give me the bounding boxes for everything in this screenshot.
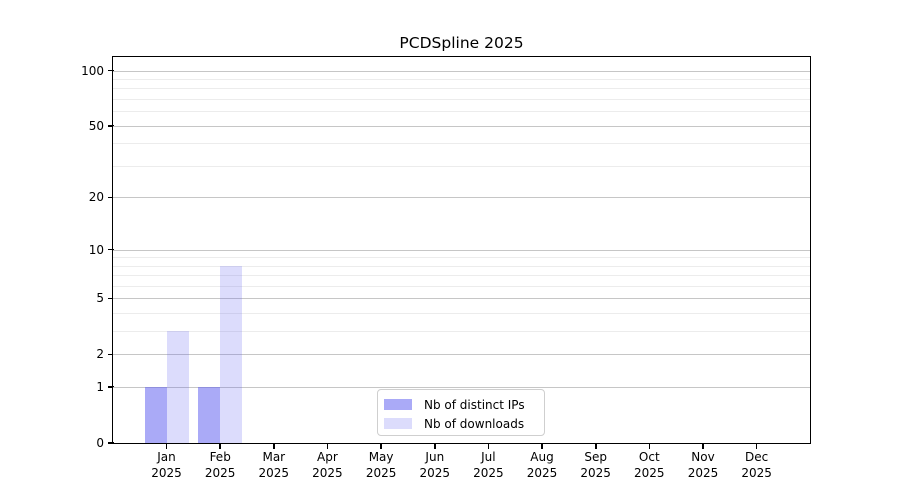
plot-area: [113, 57, 810, 443]
x-tick-mark: [380, 444, 382, 449]
x-tick-month: Sep: [584, 450, 607, 464]
bar-downloads: [166, 331, 189, 443]
y-tick-mark: [107, 297, 114, 300]
x-tick-year: 2025: [151, 465, 182, 480]
x-tick-month: Dec: [744, 450, 769, 464]
x-tick-mark: [487, 444, 490, 449]
chart-title: PCDSpline 2025: [399, 34, 524, 52]
x-tick-label: Apr 2025: [295, 450, 359, 481]
x-tick-month: Nov: [691, 450, 715, 464]
x-tick-mark: [434, 444, 436, 449]
x-tick-month: Feb: [209, 450, 231, 464]
y-tick-label: 5: [96, 291, 104, 306]
x-tick-month: May: [368, 450, 394, 464]
x-tick-mark: [326, 444, 329, 449]
x-tick-month: Aug: [530, 450, 554, 464]
y-tick-mark: [107, 196, 114, 199]
x-tick-month: Jan: [157, 450, 176, 464]
y-tick-mark: [107, 353, 114, 356]
legend-swatch: [384, 418, 412, 429]
legend-swatch: [384, 399, 412, 410]
y-tick-mark: [107, 248, 114, 251]
gridline-minor: [113, 165, 810, 167]
x-tick-month: Oct: [638, 450, 660, 464]
x-tick-month: Jun: [425, 450, 445, 464]
x-tick-label: Jul 2025: [456, 450, 520, 481]
gridline-minor: [113, 265, 810, 267]
x-tick-year: 2025: [365, 465, 397, 480]
bar-distinct-ips: [198, 387, 221, 443]
x-tick-mark: [702, 444, 704, 449]
y-tick-label: 2: [96, 347, 104, 362]
x-tick-mark: [219, 444, 221, 449]
gridline-major: [113, 249, 810, 251]
y-tick-label: 1: [96, 380, 104, 395]
x-tick-label: May 2025: [349, 450, 413, 481]
x-tick-year: 2025: [580, 465, 611, 480]
x-tick-label: Jun 2025: [403, 450, 467, 481]
legend: Nb of distinct IPs Nb of downloads: [377, 389, 545, 436]
legend-row: Nb of downloads: [378, 414, 544, 433]
x-tick-year: 2025: [473, 465, 504, 480]
x-tick-month: Jul: [481, 450, 496, 464]
gridline-major: [113, 125, 810, 127]
gridline-minor: [113, 286, 810, 287]
gridline-major: [113, 387, 810, 389]
y-tick-mark: [107, 69, 114, 72]
y-tick-label: 50: [88, 118, 104, 133]
gridline-minor: [113, 79, 810, 80]
y-tick-mark: [107, 442, 114, 444]
x-tick-label: Sep 2025: [564, 450, 628, 481]
y-tick-label: 0: [96, 436, 104, 450]
gridline-major: [113, 354, 810, 356]
x-tick-label: Jan 2025: [135, 450, 199, 481]
y-tick-label: 100: [81, 63, 104, 78]
x-tick-label: Nov 2025: [671, 450, 735, 481]
gridline-minor: [113, 331, 810, 333]
x-tick-year: 2025: [312, 465, 343, 480]
gridline-minor: [113, 275, 810, 277]
gridline-major: [113, 70, 810, 72]
y-tick-mark: [107, 125, 114, 127]
x-tick-label: Dec 2025: [725, 450, 789, 481]
y-tick-label: 10: [88, 242, 104, 257]
x-tick-year: 2025: [258, 465, 290, 480]
legend-label: Nb of downloads: [424, 416, 525, 431]
x-tick-mark: [595, 444, 597, 449]
x-tick-mark: [165, 444, 168, 449]
gridline-minor: [113, 257, 810, 259]
gridline-major: [113, 197, 810, 199]
x-tick-year: 2025: [634, 465, 665, 480]
x-tick-month: Mar: [262, 450, 286, 464]
gridline-minor: [113, 99, 810, 100]
bar-distinct-ips: [144, 387, 167, 443]
x-tick-mark: [755, 444, 758, 449]
x-tick-year: 2025: [687, 465, 719, 480]
x-tick-year: 2025: [741, 465, 772, 480]
bar-downloads: [220, 265, 243, 443]
x-tick-label: Aug 2025: [510, 450, 574, 481]
x-tick-year: 2025: [526, 465, 558, 480]
x-tick-year: 2025: [204, 465, 236, 480]
x-tick-mark: [273, 444, 275, 449]
y-tick-label: 20: [88, 190, 104, 205]
x-tick-month: Apr: [317, 450, 338, 464]
gridline-minor: [113, 143, 810, 145]
x-tick-year: 2025: [419, 465, 451, 480]
legend-label: Nb of distinct IPs: [424, 397, 525, 412]
gridline-major: [113, 298, 810, 300]
gridline-minor: [113, 88, 810, 90]
x-tick-mark: [541, 444, 543, 449]
gridline-minor: [113, 313, 810, 315]
x-tick-label: Mar 2025: [242, 450, 306, 481]
x-tick-label: Oct 2025: [617, 450, 681, 481]
x-tick-mark: [648, 444, 651, 449]
legend-row: Nb of distinct IPs: [378, 395, 544, 414]
x-tick-label: Feb 2025: [188, 450, 252, 481]
y-tick-mark: [107, 386, 114, 388]
gridline-minor: [113, 111, 810, 113]
